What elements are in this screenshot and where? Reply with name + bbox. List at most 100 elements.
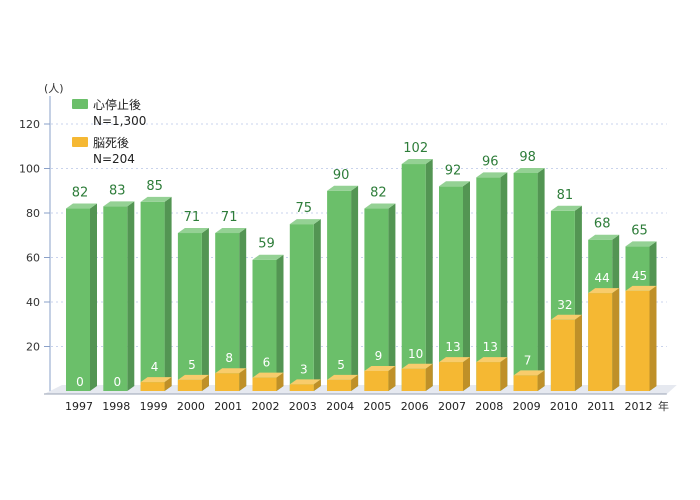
bar-brain-2002-front	[252, 377, 277, 391]
bar-brain-2007	[439, 357, 470, 391]
label-cardiac-2010: 81	[557, 188, 574, 203]
bar-cardiac-2009-top	[513, 167, 545, 173]
bar-brain-2006-side	[425, 363, 433, 391]
bar-cardiac-2006-front	[401, 164, 426, 391]
label-cardiac-2008: 96	[482, 154, 499, 169]
bar-cardiac-1997-top	[66, 203, 97, 209]
bar-brain-2006-front	[401, 368, 426, 391]
bar-brain-2000	[177, 374, 209, 391]
bar-brain-1999	[140, 377, 172, 391]
bar-brain-2001	[215, 368, 247, 391]
bar-brain-2008-top	[476, 357, 508, 363]
x-tick-label: 2000	[177, 400, 205, 413]
bar-cardiac-1999-side	[164, 196, 172, 391]
bar-brain-2004-side	[351, 374, 359, 391]
bar-brain-2012-front	[625, 290, 650, 391]
x-tick-label: 2009	[513, 400, 541, 413]
bar-brain-2000-top	[177, 374, 209, 380]
label-cardiac-2005: 82	[370, 186, 387, 201]
bar-cardiac-1999-front	[140, 201, 165, 391]
bar-brain-2008-side	[500, 357, 508, 391]
bar-brain-2009-top	[513, 370, 545, 376]
bar-cardiac-1999-top	[140, 196, 172, 202]
x-tick-label: 2012	[625, 400, 653, 413]
bar-brain-2002-top	[252, 372, 284, 378]
bar-brain-1999-top	[140, 377, 172, 383]
bar-brain-2011	[588, 288, 620, 391]
bar-brain-2011-side	[612, 288, 620, 391]
label-brain-2002: 6	[263, 356, 271, 370]
bar-brain-2003	[289, 379, 321, 391]
label-brain-2006: 10	[408, 347, 423, 361]
bar-cardiac-2001-top	[215, 228, 247, 234]
y-tick-label: 100	[19, 163, 40, 176]
bar-brain-2007-top	[439, 357, 470, 363]
label-cardiac-2006: 102	[403, 141, 428, 156]
bar-cardiac-2002	[252, 254, 284, 391]
bar-cardiac-1998-side	[127, 201, 135, 391]
bar-cardiac-2004-side	[351, 185, 359, 391]
x-tick-label: 2002	[252, 400, 280, 413]
bar-brain-1999-side	[164, 377, 172, 391]
bar-brain-2009-side	[537, 370, 545, 391]
bar-brain-2001-top	[215, 368, 247, 374]
bar-cardiac-2003-side	[313, 219, 321, 391]
series-cardiac-arrest	[66, 159, 657, 391]
label-brain-2012: 45	[632, 269, 647, 283]
label-brain-1999: 4	[151, 360, 159, 374]
label-cardiac-2011: 68	[594, 217, 611, 232]
bar-brain-2005-top	[364, 365, 396, 371]
bar-brain-2009	[513, 370, 545, 391]
bar-brain-2008	[476, 357, 508, 391]
x-tick-label: 2011	[587, 400, 615, 413]
label-cardiac-2002: 59	[258, 237, 275, 252]
label-cardiac-2000: 71	[184, 210, 201, 225]
label-cardiac-1998: 83	[109, 183, 126, 198]
bar-brain-2001-front	[215, 373, 240, 391]
bar-cardiac-2007-front	[439, 186, 463, 391]
bar-cardiac-2005-front	[364, 208, 389, 391]
y-tick-label: 80	[26, 207, 40, 220]
bar-cardiac-2006-top	[401, 159, 433, 165]
bar-cardiac-2007	[439, 181, 470, 391]
y-tick-label: 40	[26, 296, 40, 309]
bar-brain-2002	[252, 372, 284, 391]
bar-cardiac-2003	[289, 219, 321, 391]
bar-brain-2006	[401, 363, 433, 391]
label-cardiac-2009: 98	[519, 150, 536, 165]
bar-cardiac-2003-front	[289, 224, 314, 391]
x-tick-label: 2005	[363, 400, 391, 413]
bar-brain-2003-front	[289, 384, 314, 391]
label-brain-2007: 13	[445, 340, 460, 354]
bar-cardiac-2008-top	[476, 172, 508, 178]
label-cardiac-2004: 90	[333, 168, 350, 183]
bar-cardiac-2007-side	[463, 181, 470, 391]
bar-cardiac-2004-top	[327, 185, 359, 191]
bar-brain-2010-top	[550, 314, 582, 320]
label-brain-2010: 32	[557, 298, 572, 312]
label-cardiac-2007: 92	[445, 163, 462, 178]
bar-cardiac-2001	[215, 228, 247, 391]
bar-cardiac-2001-side	[239, 228, 247, 391]
bar-brain-2000-side	[201, 374, 209, 391]
series-brain-death	[140, 285, 657, 391]
x-tick-label: 1998	[102, 400, 130, 413]
label-brain-2004: 5	[337, 358, 345, 372]
bar-cardiac-2005-side	[388, 203, 396, 391]
label-cardiac-2001: 71	[221, 210, 238, 225]
bar-brain-2007-front	[439, 362, 463, 391]
bar-cardiac-2009	[513, 167, 545, 391]
bar-cardiac-2011-top	[588, 234, 620, 240]
legend-label-cardiac-arrest: 心停止後	[93, 97, 141, 112]
bar-cardiac-2010-top	[550, 205, 582, 211]
bar-cardiac-1998-top	[103, 201, 135, 207]
bar-brain-2000-front	[177, 379, 202, 391]
bar-brain-2012-side	[649, 285, 657, 391]
bar-cardiac-2000-side	[201, 228, 209, 391]
bar-brain-2004	[327, 374, 359, 391]
x-tick-label: 2001	[214, 400, 242, 413]
bar-brain-2007-side	[463, 357, 470, 391]
bar-cardiac-2002-top	[252, 254, 284, 260]
label-brain-1998: 0	[113, 375, 121, 389]
